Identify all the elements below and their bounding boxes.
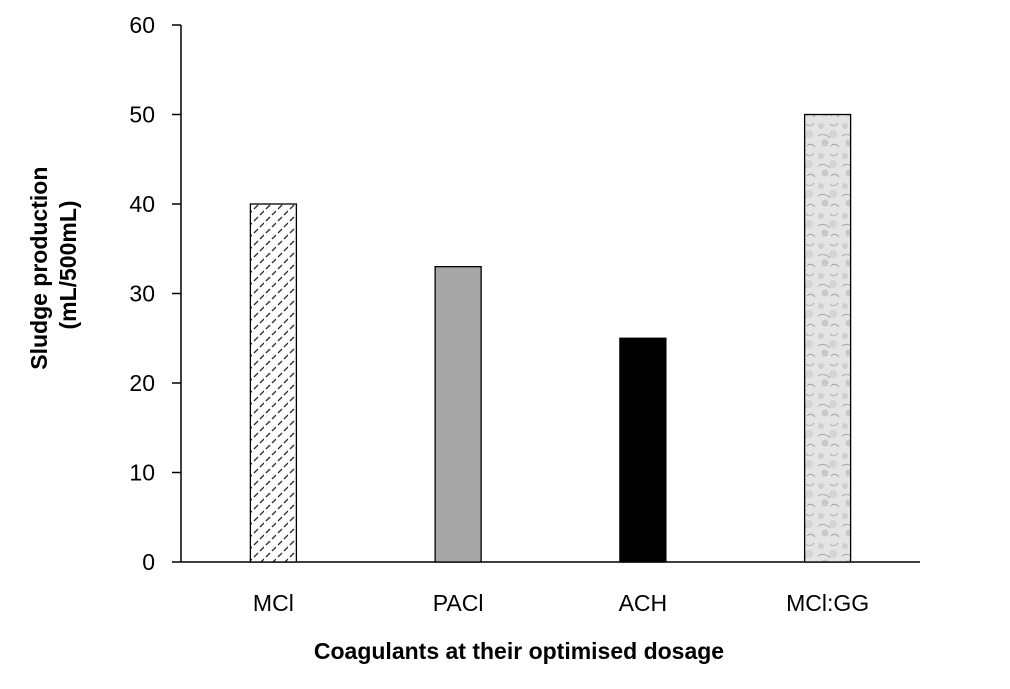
bar-pacl	[434, 265, 482, 563]
y-tick-label: 10	[129, 460, 155, 486]
y-tick-label: 50	[129, 102, 155, 128]
x-tick-label: MCl	[253, 590, 294, 616]
y-tick-label: 40	[129, 191, 155, 217]
bar-mcl	[249, 203, 298, 563]
y-tick-label: 0	[142, 549, 155, 575]
y-axis-title: Sludge production (mL/500mL)	[26, 160, 81, 370]
y-axis: 0 10 20 30 40 50 60	[129, 12, 182, 575]
y-tick-label: 30	[129, 281, 155, 307]
y-tick-label: 20	[129, 370, 155, 396]
bar-mcl-gg	[803, 113, 852, 563]
x-tick-label: MCl:GG	[786, 590, 869, 616]
x-axis: MCl PACl ACH MCl:GG	[181, 561, 920, 616]
x-axis-title: Coagulants at their optimised dosage	[314, 638, 724, 664]
y-tick-label: 60	[129, 12, 155, 38]
x-tick-label: ACH	[619, 590, 668, 616]
bar-ach	[619, 337, 667, 563]
y-axis-title-line2: (mL/500mL)	[55, 200, 81, 329]
bars	[249, 113, 852, 563]
x-tick-label: PACl	[433, 590, 484, 616]
y-axis-title-line1: Sludge production	[26, 167, 52, 370]
